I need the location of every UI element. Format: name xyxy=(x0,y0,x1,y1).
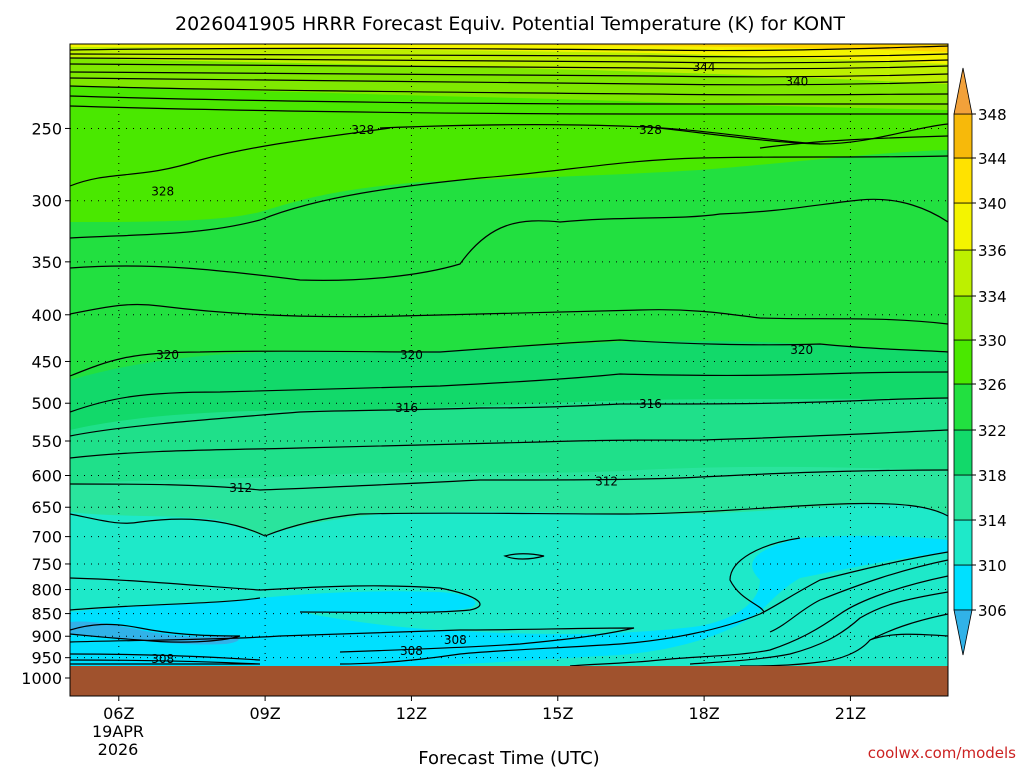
contour-label: 328 xyxy=(639,123,662,137)
y-tick-label: 1000 xyxy=(21,669,62,688)
y-tick-label: 750 xyxy=(31,555,62,574)
colorbar-segment xyxy=(953,113,973,159)
contour-label: 312 xyxy=(229,481,252,495)
band-yellow xyxy=(70,44,948,64)
contour-label: 320 xyxy=(400,348,423,362)
y-tick-label: 600 xyxy=(31,467,62,486)
colorbar-segment xyxy=(953,249,973,297)
x-tick-label: 06Z xyxy=(103,704,134,723)
colorbar-label: 340 xyxy=(978,195,1007,213)
date-label-1: 19APR xyxy=(92,722,144,741)
contour-label: 308 xyxy=(444,633,467,647)
colorbar-below-arrow xyxy=(953,609,973,656)
colorbar-label: 330 xyxy=(978,332,1007,350)
x-tick-label: 18Z xyxy=(688,704,719,723)
contour-label: 316 xyxy=(395,401,418,415)
colorbar-label: 318 xyxy=(978,467,1007,485)
contour-labels: 344 340 328 328 328 320 320 320 316 316 312 312 308 3… xyxy=(151,60,813,666)
colorbar-label: 322 xyxy=(978,422,1007,440)
ground xyxy=(70,666,948,696)
plot-area xyxy=(70,44,948,696)
colorbar-segment xyxy=(953,429,973,476)
contour-label: 308 xyxy=(151,652,174,666)
colorbar-label: 310 xyxy=(978,557,1007,575)
y-tick-label: 850 xyxy=(31,605,62,624)
contour-label: 344 xyxy=(693,60,716,74)
y-tick-label: 550 xyxy=(31,432,62,451)
contour-lines xyxy=(70,45,948,667)
colorbar-above-arrow xyxy=(953,67,973,115)
x-tick-label: 21Z xyxy=(835,704,866,723)
date-label-2: 2026 xyxy=(98,740,139,759)
band-306-310 xyxy=(70,535,948,666)
contour-label: 328 xyxy=(351,123,374,137)
colorbar: 306 310 314 318 322 326 330 334 336 340 344 348 xyxy=(953,67,1007,656)
y-tick-label: 700 xyxy=(31,528,62,547)
x-axis: 06Z 09Z 12Z 15Z 18Z 21Z xyxy=(103,696,866,723)
contour-label: 320 xyxy=(156,348,179,362)
contour-label: 340 xyxy=(785,74,808,88)
contour-label: 312 xyxy=(595,474,618,488)
colorbar-label: 334 xyxy=(978,288,1007,306)
colorbar-segment xyxy=(953,383,973,431)
x-tick-label: 09Z xyxy=(249,704,280,723)
colorbar-segment xyxy=(953,157,973,204)
contour-label: 320 xyxy=(790,343,813,357)
colorbar-label: 306 xyxy=(978,602,1007,620)
plot-frame xyxy=(69,43,949,697)
y-axis: 250 300 350 400 450 500 550 600 650 700 750 800 850 9… xyxy=(21,119,70,688)
colorbar-segment xyxy=(953,564,973,611)
x-tick-label: 12Z xyxy=(396,704,427,723)
band-orange xyxy=(420,44,948,52)
chart-title: 2026041905 HRRR Forecast Equiv. Potentia… xyxy=(175,13,845,35)
colorbar-segment xyxy=(953,339,973,385)
y-tick-label: 400 xyxy=(31,306,62,325)
y-tick-label: 300 xyxy=(31,192,62,211)
y-tick-label: 800 xyxy=(31,581,62,600)
y-tick-label: 950 xyxy=(31,649,62,668)
x-axis-label: Forecast Time (UTC) xyxy=(418,748,599,768)
colorbar-label: 348 xyxy=(978,106,1007,124)
colorbar-segment xyxy=(953,519,973,566)
y-tick-label: 500 xyxy=(31,394,62,413)
colorbar-label: 326 xyxy=(978,376,1007,394)
colorbar-label: 344 xyxy=(978,150,1007,168)
y-tick-label: 350 xyxy=(31,253,62,272)
grid xyxy=(70,44,948,666)
y-tick-label: 900 xyxy=(31,627,62,646)
colorbar-segment xyxy=(953,474,973,521)
credit-text: coolwx.com/models xyxy=(868,744,1016,762)
colorbar-label: 336 xyxy=(978,242,1007,260)
x-tick-label: 15Z xyxy=(542,704,573,723)
colorbar-segment xyxy=(953,202,973,251)
contour-label: 328 xyxy=(151,184,174,198)
y-tick-label: 250 xyxy=(31,119,62,138)
contour-label: 308 xyxy=(400,644,423,658)
colorbar-segment xyxy=(953,295,973,341)
contour-label: 316 xyxy=(639,397,662,411)
y-tick-label: 450 xyxy=(31,352,62,371)
y-tick-label: 650 xyxy=(31,498,62,517)
colorbar-label: 314 xyxy=(978,512,1007,530)
